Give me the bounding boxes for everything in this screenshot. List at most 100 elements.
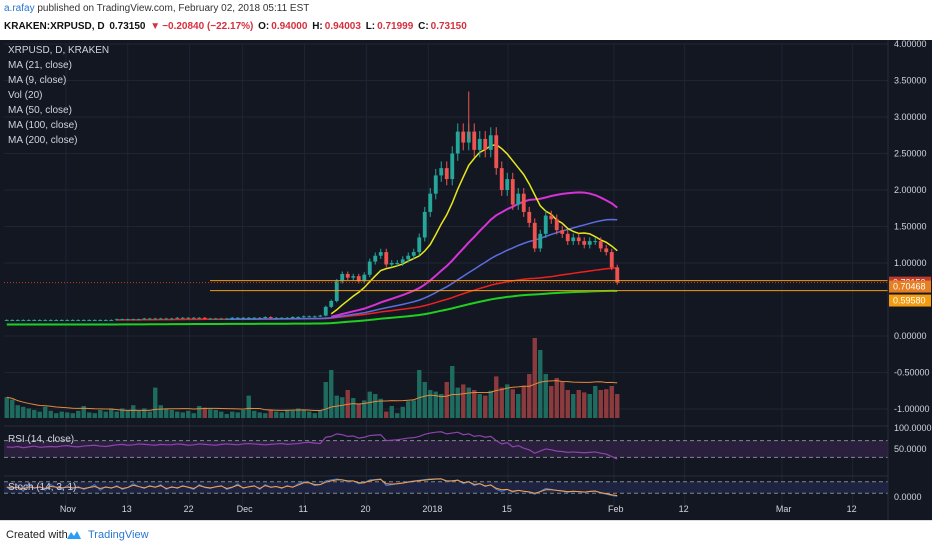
low-label: L:	[365, 21, 376, 32]
volume-bar	[4, 397, 9, 418]
volume-bar	[604, 389, 609, 418]
volume-bar	[307, 411, 312, 418]
volume-bar	[488, 390, 493, 418]
candle-body	[406, 255, 411, 260]
volume-bar	[164, 408, 169, 418]
volume-bar	[65, 412, 70, 418]
candle-body	[510, 179, 515, 205]
volume-bar	[560, 382, 565, 418]
tradingview-brand[interactable]: TradingView	[88, 529, 149, 541]
volume-bar	[367, 391, 372, 418]
candle-body	[560, 230, 565, 234]
volume-bar	[301, 410, 306, 418]
volume-bar	[70, 413, 75, 418]
candle-body	[202, 317, 207, 319]
legend-item[interactable]: XRPUSD, D, KRAKEN	[8, 45, 109, 56]
down-arrow-icon: ▼	[150, 21, 161, 32]
volume-bar	[147, 411, 152, 418]
y-tick-label: 1.00000	[894, 258, 927, 268]
candle-body	[367, 261, 372, 275]
x-tick-label: 22	[184, 504, 194, 514]
volume-bar	[351, 398, 356, 418]
volume-bar	[362, 400, 367, 418]
candle-body	[417, 237, 422, 253]
candle-body	[213, 318, 218, 320]
candle-body	[252, 317, 257, 319]
volume-bar	[208, 409, 213, 418]
rsi-label[interactable]: RSI (14, close)	[8, 434, 74, 445]
chart-canvas[interactable]: 100.0000 50.0000 0.0000 4.00000 3.50000 3.0…	[0, 39, 932, 520]
chart-svg[interactable]: 100.0000 50.0000 0.0000 4.00000 3.50000 3.0…	[0, 39, 932, 520]
candle-body	[604, 248, 609, 253]
volume-bar	[439, 394, 444, 418]
candle-body	[373, 255, 378, 262]
volume-bar	[378, 398, 383, 418]
candle-body	[15, 319, 20, 321]
volume-bar	[246, 395, 251, 418]
volume-bar	[395, 413, 400, 418]
candle-body	[274, 317, 279, 319]
candle-body	[131, 319, 136, 321]
legend: XRPUSD, D, KRAKEN MA (21, close) MA (9, …	[8, 45, 109, 146]
candle-body	[609, 252, 614, 268]
candle-body	[439, 168, 444, 176]
candle-body	[340, 273, 345, 282]
legend-item[interactable]: MA (9, close)	[8, 75, 66, 86]
chart-header: a.rafay published on TradingView.com, Fe…	[0, 0, 932, 40]
candle-body	[433, 175, 438, 194]
volume-bar	[191, 413, 196, 418]
volume-bar	[499, 387, 504, 418]
legend-item[interactable]: Vol (20)	[8, 90, 42, 101]
candle-body	[180, 317, 185, 319]
candle-body	[87, 319, 92, 321]
moving-averages	[6, 143, 618, 326]
created-with-text: Created with	[6, 529, 68, 541]
footer: Created with TradingView	[0, 520, 932, 551]
price-lines	[4, 280, 888, 292]
price-change: −0.20840 (−22.17%)	[162, 21, 254, 32]
candle-body	[246, 317, 251, 319]
legend-item[interactable]: MA (200, close)	[8, 135, 77, 146]
candle-body	[472, 131, 477, 150]
y-tick-label: 2.50000	[894, 149, 927, 159]
volume-bar	[268, 410, 273, 418]
ma9-line	[330, 143, 618, 315]
candle-body	[532, 222, 537, 249]
rsi-tick-label: 100.0000	[894, 423, 932, 433]
legend-item[interactable]: MA (100, close)	[8, 120, 77, 131]
author-link[interactable]: a.rafay	[4, 3, 35, 14]
y-tick-label: 3.50000	[894, 76, 927, 86]
candle-body	[307, 316, 312, 318]
y-tick-label: -0.50000	[894, 368, 930, 378]
candle-body	[549, 215, 554, 220]
candle-body	[494, 135, 499, 169]
candle-body	[400, 259, 405, 264]
volume-bar	[450, 366, 455, 418]
volume-bar	[384, 411, 389, 418]
candle-body	[593, 241, 598, 243]
legend-item[interactable]: MA (21, close)	[8, 60, 72, 71]
x-tick-label: 12	[847, 504, 857, 514]
candle-body	[499, 168, 504, 191]
candle-body	[301, 316, 306, 318]
volume-bar	[411, 400, 416, 418]
x-tick-label: 13	[122, 504, 132, 514]
volume-bar	[554, 378, 559, 418]
candle-body	[351, 276, 356, 278]
candle-body	[538, 233, 543, 249]
candle-body	[378, 252, 383, 256]
candle-body	[120, 319, 125, 321]
stoch-label[interactable]: Stoch (14, 3, 1)	[8, 482, 76, 493]
tradingview-logo-icon	[67, 531, 81, 539]
volume-bar	[186, 410, 191, 418]
candle-body	[164, 318, 169, 320]
volume-bar	[279, 412, 284, 418]
rsi-line	[6, 431, 618, 460]
volume-bar	[136, 410, 141, 418]
legend-item[interactable]: MA (50, close)	[8, 105, 72, 116]
volume-bar	[428, 390, 433, 418]
volume-bar	[538, 350, 543, 418]
candle-body	[345, 273, 350, 278]
volume-bar	[48, 410, 53, 418]
volume-bar	[120, 408, 125, 418]
